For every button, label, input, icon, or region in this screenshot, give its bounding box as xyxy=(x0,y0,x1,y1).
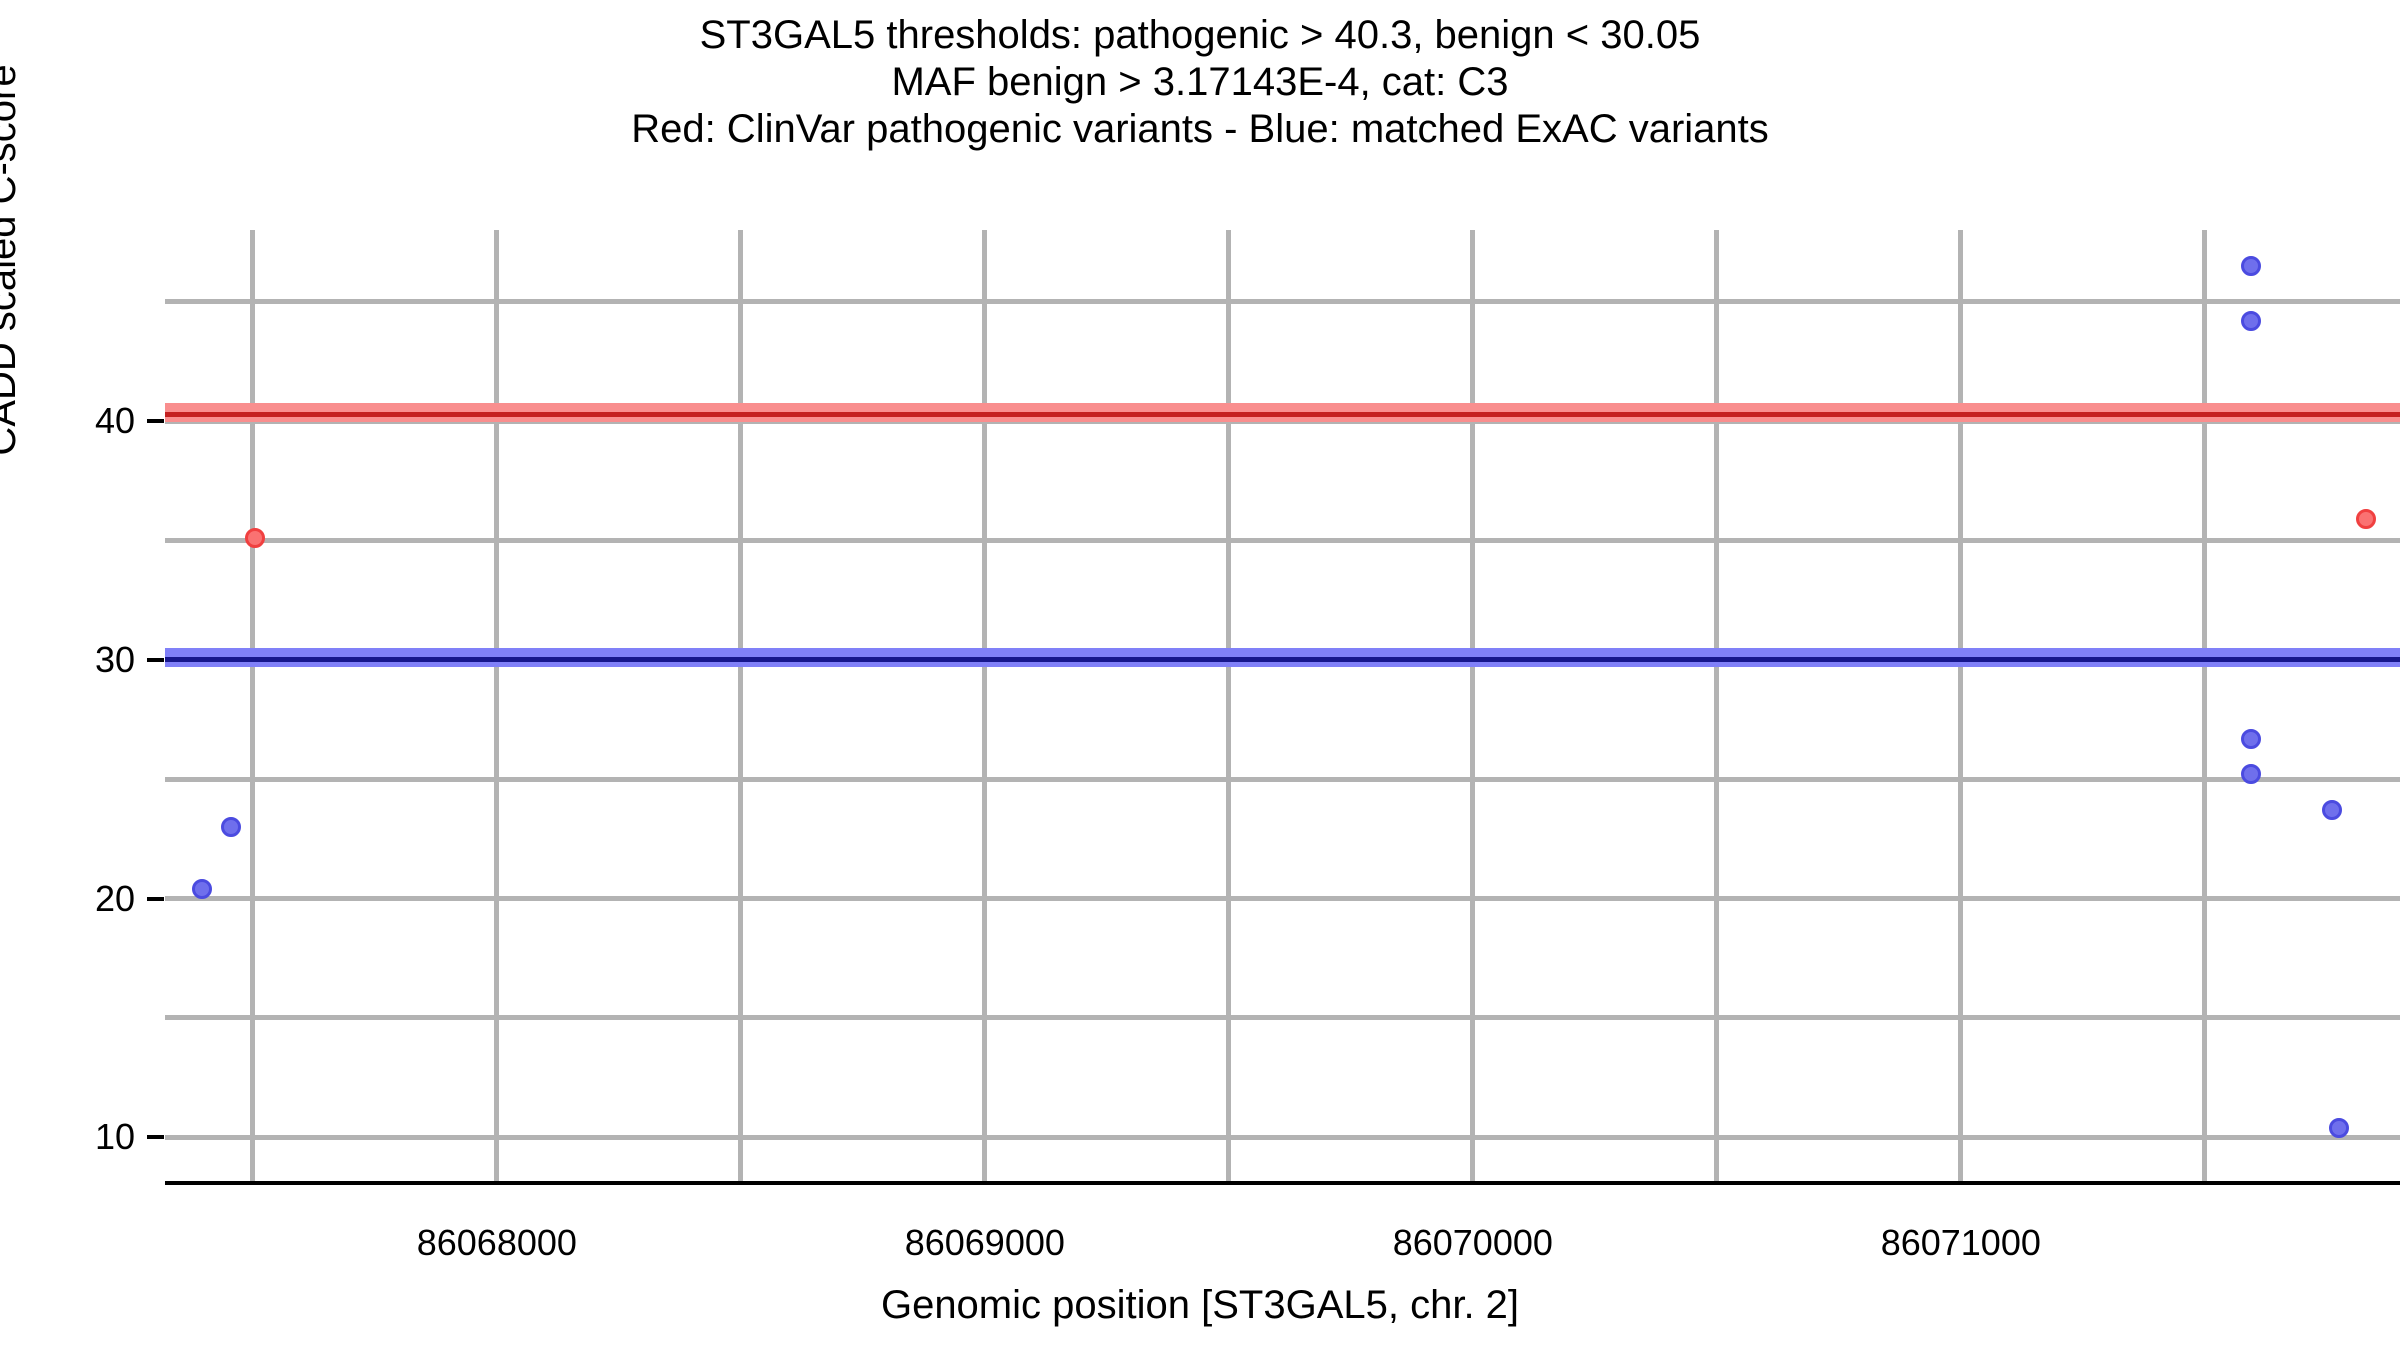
x-axis-label: Genomic position [ST3GAL5, chr. 2] xyxy=(880,1283,1520,1327)
data-point xyxy=(2355,508,2376,529)
data-point xyxy=(220,816,241,837)
x-tick-label: 86069000 xyxy=(904,1222,1065,1263)
y-tick-mark xyxy=(147,896,164,901)
plot-area xyxy=(165,230,2400,1185)
data-point xyxy=(2241,764,2262,785)
gridline-vertical xyxy=(738,230,744,1185)
y-tick-label: 40 xyxy=(94,400,135,441)
data-point xyxy=(2241,255,2262,276)
chart-title-line-1: ST3GAL5 thresholds: pathogenic > 40.3, b… xyxy=(699,13,1701,57)
gridline-vertical xyxy=(1470,230,1476,1185)
y-tick-mark xyxy=(147,1135,164,1140)
y-axis-label: CADD scaled C-score xyxy=(0,64,24,456)
y-tick-label: 20 xyxy=(94,877,135,919)
data-point xyxy=(2329,1117,2349,1138)
chart-title: ST3GAL5 thresholds: pathogenic > 40.3, b… xyxy=(0,12,2400,153)
x-axis-line xyxy=(165,1181,2400,1185)
gridline-vertical xyxy=(2202,230,2208,1185)
gridline-horizontal xyxy=(165,1134,2400,1140)
data-point xyxy=(191,878,212,899)
y-tick-label: 10 xyxy=(94,1116,135,1158)
chart-title-line-3: Red: ClinVar pathogenic variants - Blue:… xyxy=(631,107,1769,151)
data-point xyxy=(2321,800,2342,821)
y-tick-label: 30 xyxy=(94,638,135,680)
x-tick-label: 86071000 xyxy=(1880,1222,2041,1263)
gridline-vertical xyxy=(1958,230,1964,1185)
benign-threshold-line xyxy=(165,656,2400,662)
chart-title-line-2: MAF benign > 3.17143E-4, cat: C3 xyxy=(891,60,1509,104)
y-tick-mark xyxy=(147,657,164,662)
gridline-vertical xyxy=(1714,230,1720,1185)
gridline-horizontal xyxy=(165,896,2400,901)
gridline-horizontal xyxy=(165,1015,2400,1021)
gridline-vertical xyxy=(1226,230,1232,1185)
y-tick-mark xyxy=(147,419,164,423)
gridline-vertical xyxy=(250,230,256,1185)
data-point xyxy=(2241,310,2262,331)
gridline-horizontal xyxy=(165,776,2400,782)
gridline-vertical xyxy=(982,230,988,1185)
gridline-vertical xyxy=(494,230,500,1185)
x-tick-label: 86068000 xyxy=(416,1222,577,1263)
gridline-horizontal xyxy=(165,537,2400,543)
gridline-horizontal xyxy=(165,299,2400,305)
data-point xyxy=(2241,728,2262,749)
x-tick-label: 86070000 xyxy=(1392,1222,1553,1263)
pathogenic-threshold-line xyxy=(165,411,2400,417)
data-point xyxy=(245,527,266,548)
